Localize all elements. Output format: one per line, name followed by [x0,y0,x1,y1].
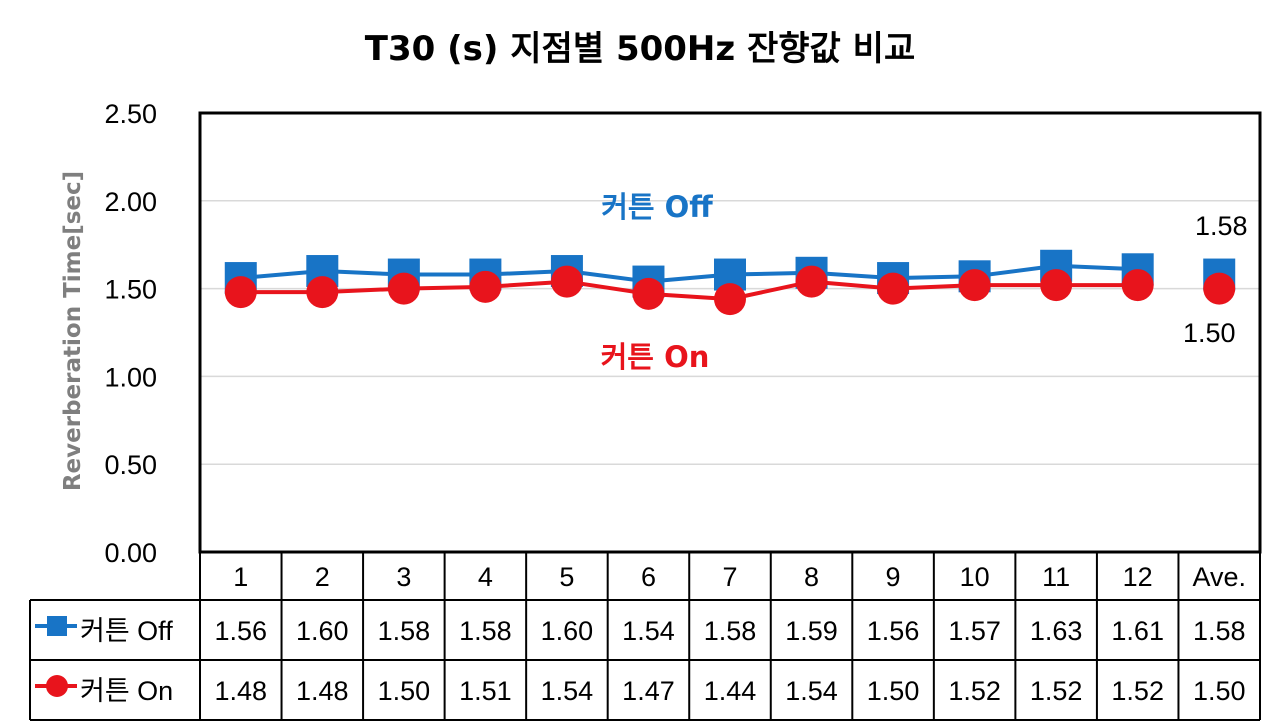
table-cell: 1.48 [296,676,349,706]
y-tick-label: 0.50 [104,450,157,480]
table-cell: 1.50 [1193,676,1246,706]
legend-key-circle [46,675,68,697]
category-label: 4 [478,562,493,592]
category-label: 12 [1123,562,1153,592]
table-cell: 1.58 [459,616,512,646]
annotation-curtain-on: 커튼 On [601,340,710,374]
table-cell: 1.63 [1030,616,1083,646]
table-cell: 1.58 [704,616,757,646]
data-point-circle [958,269,991,302]
legend-label-curtain-off: 커튼 Off [80,616,173,646]
table-cell: 1.59 [785,616,838,646]
table-cell: 1.60 [541,616,594,646]
data-point-circle [306,276,339,309]
y-tick-label: 1.50 [104,275,157,305]
y-tick-label: 2.00 [104,187,157,217]
table-cell: 1.54 [785,676,838,706]
table-cell: 1.61 [1111,616,1164,646]
table-cell: 1.52 [1111,676,1164,706]
data-point-circle [1040,269,1073,302]
table-cell: 1.60 [296,616,349,646]
category-label: 9 [886,562,901,592]
data-point-circle [1121,269,1154,302]
category-label: 3 [396,562,411,592]
category-label: 5 [559,562,574,592]
table-cell: 1.56 [867,616,920,646]
avg-label-off: 1.58 [1195,211,1248,241]
y-axis-label: Reverberation Time[sec] [60,171,86,491]
series-annotations: 커튼 Off 커튼 On 1.58 1.50 [601,190,1248,374]
gridlines [200,200,1260,465]
legend-key-square [47,616,67,636]
table-cell: 1.58 [378,616,431,646]
category-label: 1 [233,562,248,592]
table-cell: 1.57 [948,616,1001,646]
category-label: 2 [315,562,330,592]
table-cell: 1.47 [622,676,675,706]
table-cell: 1.50 [378,676,431,706]
y-tick-labels: 0.00 0.50 1.00 1.50 2.00 2.50 [104,99,157,568]
table-cell: 1.54 [622,616,675,646]
series-line-on [240,279,1138,302]
data-table: 1 2 3 4 5 6 7 8 9 10 11 12 Ave.커튼 Off 1.56 1.60 1.58 1.5… [29,551,1261,721]
category-label: 11 [1042,562,1070,592]
data-point-circle [877,272,910,305]
data-point-circle [632,277,665,310]
chart-title: T30 (s) 지점별 500Hz 잔향값 비교 [365,29,915,69]
annotation-curtain-off: 커튼 Off [601,190,713,224]
data-point-circle [1203,272,1236,305]
category-label: 8 [804,562,819,592]
data-point-circle [224,276,257,309]
table-cell: 1.56 [214,616,267,646]
series-layer [224,249,1236,316]
table-cell: 1.58 [1193,616,1246,646]
category-label: 6 [641,562,656,592]
data-point-circle [469,270,502,303]
series-line-off [240,263,1138,284]
data-point-circle [387,272,420,305]
table-cell: 1.44 [704,676,757,706]
category-label: 7 [722,562,737,592]
y-tick-label: 2.50 [104,99,157,129]
table-cell: 1.52 [1030,676,1083,706]
category-label: 10 [960,562,990,592]
y-tick-label: 1.00 [104,362,157,392]
data-point-circle [550,265,583,298]
category-label: Ave. [1192,562,1246,592]
table-cell: 1.52 [948,676,1001,706]
legend-label-curtain-on: 커튼 On [80,676,173,706]
table-cell: 1.54 [541,676,594,706]
table-cell: 1.48 [214,676,267,706]
table-cell: 1.51 [459,676,512,706]
table-cell: 1.50 [867,676,920,706]
plot-frame [198,111,1262,554]
data-point-circle [714,283,746,316]
data-point-circle [795,265,828,298]
y-tick-label: 0.00 [104,538,157,568]
avg-label-on: 1.50 [1183,318,1236,348]
